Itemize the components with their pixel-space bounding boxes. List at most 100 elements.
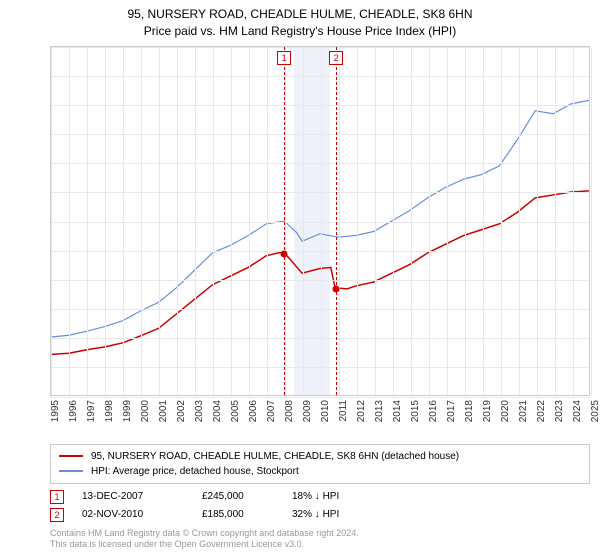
marker-table: 1 13-DEC-2007£245,00018% ↓ HPI 2 02-NOV-201…	[50, 488, 590, 524]
x-tick-label: 2010	[320, 400, 331, 422]
marker-price: £185,000	[202, 509, 292, 520]
marker-table-row: 2 02-NOV-2010£185,00032% ↓ HPI	[50, 506, 590, 524]
gridline-v	[501, 47, 502, 395]
gridline-h	[51, 134, 589, 135]
x-tick-label: 2004	[212, 400, 223, 422]
marker-date: 02-NOV-2010	[82, 509, 202, 520]
x-tick-label: 1995	[50, 400, 61, 422]
gridline-v	[123, 47, 124, 395]
chart-lines	[51, 47, 589, 395]
gridline-h	[51, 105, 589, 106]
marker-line-2	[336, 47, 337, 395]
gridline-v	[555, 47, 556, 395]
x-tick-label: 2014	[392, 400, 403, 422]
x-tick-label: 2025	[590, 400, 600, 422]
gridline-h	[51, 222, 589, 223]
x-tick-label: 1998	[104, 400, 115, 422]
x-tick-label: 2008	[284, 400, 295, 422]
marker-table-badge: 1	[50, 490, 64, 504]
footer-line-2: This data is licensed under the Open Gov…	[50, 539, 590, 551]
legend-label: HPI: Average price, detached house, Stoc…	[91, 466, 299, 477]
gridline-v	[231, 47, 232, 395]
x-tick-label: 2005	[230, 400, 241, 422]
gridline-v	[285, 47, 286, 395]
plot-area: 12	[50, 46, 590, 396]
marker-badge-2: 2	[329, 51, 343, 65]
gridline-h	[51, 367, 589, 368]
gridline-h	[51, 280, 589, 281]
legend-swatch	[59, 455, 83, 457]
x-tick-label: 1999	[122, 400, 133, 422]
series-property	[51, 190, 589, 354]
gridline-h	[51, 251, 589, 252]
marker-price: £245,000	[202, 491, 292, 502]
marker-badge-1: 1	[277, 51, 291, 65]
gridline-v	[303, 47, 304, 395]
gridline-v	[159, 47, 160, 395]
legend-row: 95, NURSERY ROAD, CHEADLE HULME, CHEADLE…	[59, 449, 581, 464]
x-tick-label: 2001	[158, 400, 169, 422]
x-tick-label: 1996	[68, 400, 79, 422]
marker-table-row: 1 13-DEC-2007£245,00018% ↓ HPI	[50, 488, 590, 506]
x-tick-label: 2017	[446, 400, 457, 422]
gridline-v	[195, 47, 196, 395]
title-block: 95, NURSERY ROAD, CHEADLE HULME, CHEADLE…	[0, 0, 600, 42]
legend-swatch	[59, 470, 83, 472]
gridline-v	[447, 47, 448, 395]
x-tick-label: 2022	[536, 400, 547, 422]
gridline-v	[69, 47, 70, 395]
x-tick-label: 2024	[572, 400, 583, 422]
marker-table-badge: 2	[50, 508, 64, 522]
x-tick-label: 2016	[428, 400, 439, 422]
legend-label: 95, NURSERY ROAD, CHEADLE HULME, CHEADLE…	[91, 451, 459, 462]
footer-line-1: Contains HM Land Registry data © Crown c…	[50, 528, 590, 540]
legend: 95, NURSERY ROAD, CHEADLE HULME, CHEADLE…	[50, 444, 590, 484]
x-tick-label: 2021	[518, 400, 529, 422]
gridline-v	[267, 47, 268, 395]
marker-point-2	[333, 285, 340, 292]
gridline-v	[483, 47, 484, 395]
x-tick-label: 2009	[302, 400, 313, 422]
footer-note: Contains HM Land Registry data © Crown c…	[50, 528, 590, 551]
marker-line-1	[284, 47, 285, 395]
x-tick-label: 1997	[86, 400, 97, 422]
gridline-v	[321, 47, 322, 395]
x-axis: 1995199619971998199920002001200220032004…	[50, 398, 590, 438]
x-tick-label: 2007	[266, 400, 277, 422]
gridline-v	[411, 47, 412, 395]
marker-delta: 18% ↓ HPI	[292, 491, 412, 502]
gridline-v	[357, 47, 358, 395]
gridline-v	[519, 47, 520, 395]
gridline-v	[429, 47, 430, 395]
marker-date: 13-DEC-2007	[82, 491, 202, 502]
x-tick-label: 2023	[554, 400, 565, 422]
gridline-h	[51, 47, 589, 48]
x-tick-label: 2012	[356, 400, 367, 422]
gridline-v	[141, 47, 142, 395]
gridline-v	[375, 47, 376, 395]
legend-row: HPI: Average price, detached house, Stoc…	[59, 464, 581, 479]
gridline-h	[51, 309, 589, 310]
x-tick-label: 2006	[248, 400, 259, 422]
gridline-v	[339, 47, 340, 395]
x-tick-label: 2020	[500, 400, 511, 422]
gridline-v	[591, 47, 592, 395]
y-axis: £0£50K£100K£150K£200K£250K£300K£350K£400…	[0, 60, 50, 410]
gridline-v	[249, 47, 250, 395]
x-tick-label: 2003	[194, 400, 205, 422]
marker-delta: 32% ↓ HPI	[292, 509, 412, 520]
marker-point-1	[281, 250, 288, 257]
gridline-v	[393, 47, 394, 395]
x-tick-label: 2019	[482, 400, 493, 422]
gridline-v	[537, 47, 538, 395]
title-line-2: Price paid vs. HM Land Registry's House …	[10, 23, 590, 40]
x-tick-label: 2018	[464, 400, 475, 422]
gridline-v	[51, 47, 52, 395]
x-tick-label: 2013	[374, 400, 385, 422]
x-tick-label: 2000	[140, 400, 151, 422]
gridline-h	[51, 192, 589, 193]
gridline-v	[213, 47, 214, 395]
gridline-v	[87, 47, 88, 395]
title-line-1: 95, NURSERY ROAD, CHEADLE HULME, CHEADLE…	[10, 6, 590, 23]
gridline-v	[177, 47, 178, 395]
